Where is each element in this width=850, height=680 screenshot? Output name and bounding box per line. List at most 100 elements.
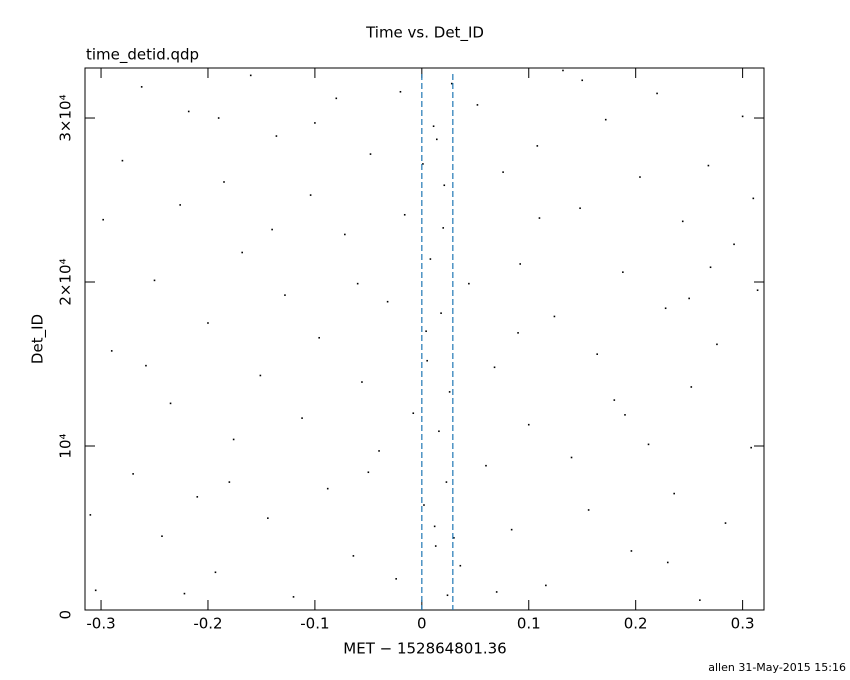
point — [399, 90, 402, 93]
point — [673, 492, 675, 495]
point — [356, 282, 359, 285]
point — [527, 423, 530, 426]
point — [169, 402, 172, 405]
x-axis-label: MET − 152864801.36 — [343, 640, 506, 658]
point — [647, 443, 650, 446]
point — [102, 218, 104, 221]
point — [214, 571, 217, 574]
point — [445, 481, 448, 483]
point — [709, 266, 712, 269]
point — [453, 537, 455, 539]
point — [228, 481, 231, 483]
point — [196, 496, 199, 498]
point — [587, 509, 590, 511]
point — [422, 163, 424, 165]
point — [435, 138, 438, 141]
point — [666, 561, 669, 564]
point — [326, 487, 329, 490]
point — [639, 176, 641, 178]
y-tick-label: 10⁴ — [57, 433, 75, 458]
chart-subtitle: time_detid.qdp — [86, 46, 199, 65]
x-tick-label: 0.2 — [624, 615, 648, 633]
point — [271, 228, 273, 231]
plot-frame — [84, 67, 765, 611]
point — [493, 366, 496, 369]
point — [440, 312, 442, 314]
point — [423, 504, 425, 506]
point — [699, 599, 701, 601]
point — [570, 456, 573, 459]
point — [292, 596, 295, 598]
point — [207, 322, 209, 324]
point — [752, 197, 755, 200]
point — [613, 399, 616, 401]
point — [335, 97, 338, 100]
point — [604, 118, 607, 121]
point — [690, 386, 693, 388]
point — [495, 591, 498, 593]
point — [309, 194, 312, 196]
x-tick-label: -0.1 — [300, 615, 329, 633]
y-axis-label: Det_ID — [29, 314, 48, 364]
point — [426, 359, 428, 362]
point — [314, 122, 316, 124]
point — [318, 336, 320, 339]
point — [468, 282, 470, 285]
point — [367, 471, 370, 474]
point — [145, 364, 147, 367]
point — [403, 213, 406, 216]
point — [476, 104, 479, 106]
footer: allen 31-May-2015 15:16 — [708, 661, 846, 674]
point — [433, 525, 436, 528]
point — [741, 115, 744, 118]
point — [183, 592, 186, 595]
y-tick-label: 2×10⁴ — [57, 258, 75, 305]
point — [442, 227, 445, 229]
point — [553, 315, 556, 318]
point — [446, 594, 449, 597]
point — [275, 135, 278, 137]
point — [724, 522, 727, 524]
point — [223, 181, 225, 183]
point — [579, 207, 581, 210]
point — [716, 343, 718, 346]
point — [545, 584, 547, 587]
x-tick-label: -0.3 — [86, 615, 115, 633]
point — [538, 217, 541, 219]
point — [179, 204, 181, 206]
point — [369, 153, 372, 155]
point — [132, 473, 134, 475]
point — [110, 350, 113, 352]
point — [562, 69, 564, 72]
point — [536, 145, 539, 147]
point — [517, 332, 519, 334]
point — [429, 258, 432, 260]
point — [459, 564, 462, 567]
point — [630, 550, 633, 552]
y-tick-label: 0 — [57, 610, 75, 620]
chart-title: Time vs. Det_ID — [365, 24, 484, 43]
point — [681, 220, 684, 223]
point — [267, 517, 269, 519]
point — [434, 545, 437, 547]
point — [485, 464, 487, 467]
point — [259, 374, 262, 377]
x-tick-label: -0.2 — [193, 615, 222, 633]
point — [301, 417, 303, 419]
point — [624, 414, 626, 416]
point — [502, 171, 504, 173]
point — [249, 74, 252, 77]
x-tick-label: 0 — [417, 615, 427, 633]
point — [448, 391, 451, 393]
point — [450, 82, 453, 85]
point — [510, 528, 513, 531]
point — [688, 297, 690, 300]
point — [395, 578, 397, 580]
point — [121, 159, 124, 162]
point — [94, 589, 97, 592]
point — [581, 79, 584, 82]
point — [656, 92, 658, 95]
point — [707, 164, 710, 167]
point — [756, 289, 759, 292]
